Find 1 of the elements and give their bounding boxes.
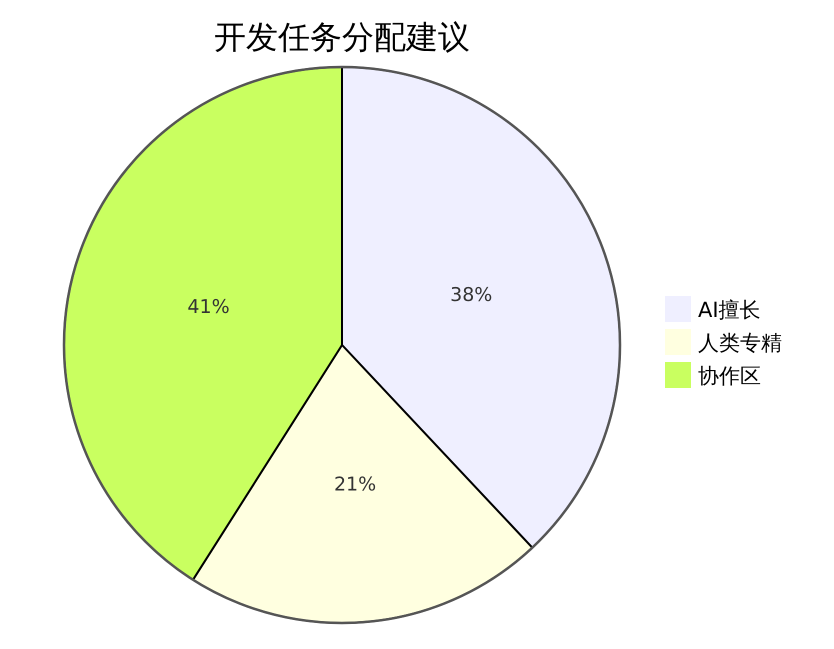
title: 开发任务分配建议 (214, 18, 470, 56)
